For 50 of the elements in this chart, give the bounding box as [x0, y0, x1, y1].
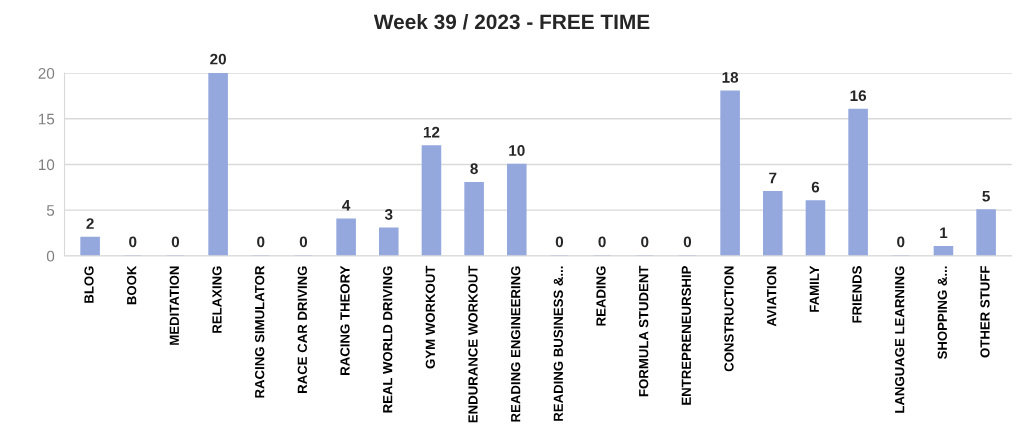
data-label: 0 — [641, 236, 649, 248]
y-tick-label: 0 — [46, 250, 55, 262]
y-tick-label: 20 — [38, 67, 55, 79]
data-label: 10 — [509, 145, 525, 156]
data-label: 0 — [299, 236, 308, 248]
x-tick-label: BLOG — [84, 266, 94, 303]
x-tick-label: RACE CAR DRIVING — [297, 266, 307, 393]
x-tick-label: ENTREPRENEURSHIP — [681, 266, 691, 405]
data-label: 18 — [722, 71, 739, 83]
data-label: 16 — [850, 90, 867, 102]
x-tick-label: CONSTRUCTION — [724, 266, 734, 372]
x-tick-label: RACING SIMULATOR — [254, 265, 265, 398]
chart-title: Week 39 / 2023 - FREE TIME — [373, 13, 650, 30]
y-tick-label: 5 — [46, 205, 55, 216]
data-label: 3 — [384, 209, 393, 220]
data-label: 0 — [129, 236, 137, 248]
x-tick-label: RELAXING — [212, 266, 222, 333]
x-tick-label: GYM WORKOUT — [425, 265, 435, 369]
y-tick-label: 10 — [38, 159, 55, 171]
x-tick-label: OTHER STUFF — [980, 266, 990, 358]
data-label: 0 — [598, 236, 606, 248]
data-label: 0 — [257, 236, 265, 248]
x-tick-label: FORMULA STUDENT — [638, 265, 649, 397]
x-tick-label: READING — [596, 266, 606, 326]
data-label: 5 — [982, 190, 990, 202]
data-label: 2 — [86, 218, 94, 229]
data-label: 8 — [470, 163, 478, 175]
data-label: 0 — [555, 236, 564, 248]
y-tick-label: 15 — [38, 113, 55, 125]
data-label: 0 — [683, 236, 692, 248]
x-tick-label: RACING THEORY — [340, 265, 350, 375]
x-tick-label: BOOK — [126, 265, 137, 305]
x-tick-label: AVIATION — [766, 266, 777, 327]
x-tick-label: READING BUSINESS &... — [553, 266, 563, 421]
data-label: 4 — [342, 200, 351, 211]
data-label: 12 — [423, 126, 440, 138]
data-label: 6 — [811, 181, 820, 193]
data-label: 0 — [171, 236, 180, 248]
x-tick-label: SHOPPING &... — [937, 266, 947, 360]
x-tick-label: REAL WORLD DRIVING — [382, 266, 393, 413]
x-tick-label: ENDURANCE WORKOUT — [468, 265, 478, 423]
x-tick-label: LANGUAGE LEARNING — [894, 266, 905, 413]
data-label: 1 — [940, 227, 948, 238]
x-tick-label: FAMILY — [809, 265, 819, 312]
data-label: 0 — [897, 236, 905, 248]
x-tick-label: FRIENDS — [852, 266, 862, 323]
x-tick-label: READING ENGINEERING — [510, 266, 521, 422]
x-tick-label: MEDITATION — [169, 266, 179, 345]
data-label: 7 — [769, 172, 777, 184]
data-label: 20 — [210, 53, 226, 65]
